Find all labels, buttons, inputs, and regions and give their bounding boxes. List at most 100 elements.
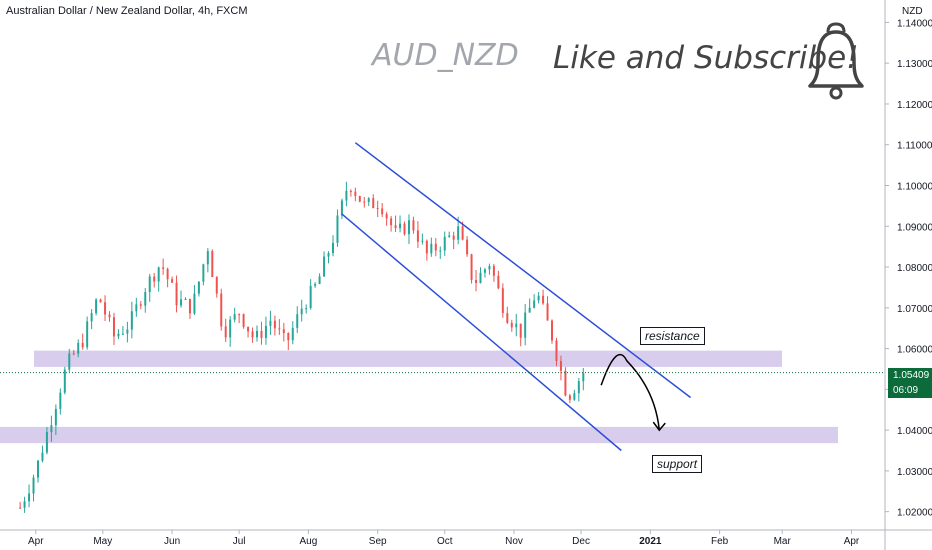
last-price-tag: 1.05409 bbox=[888, 368, 932, 383]
x-tick-label: Oct bbox=[437, 536, 453, 547]
y-tick-label: 1.10000 bbox=[897, 182, 932, 193]
candle-body bbox=[144, 292, 147, 306]
candle-body bbox=[28, 493, 31, 502]
promo-text: Like and Subscribe! bbox=[553, 40, 859, 76]
candle-body bbox=[582, 373, 585, 382]
y-tick-label: 1.08000 bbox=[897, 263, 932, 274]
candle-body bbox=[399, 223, 402, 229]
candle-body bbox=[99, 299, 102, 303]
candle-body bbox=[381, 208, 384, 215]
candle-body bbox=[412, 220, 415, 231]
candle-body bbox=[376, 208, 379, 210]
channel-line-upper bbox=[354, 142, 692, 399]
candle-body bbox=[180, 299, 183, 306]
candle-body bbox=[184, 298, 187, 300]
candle-body bbox=[81, 342, 84, 348]
candle-body bbox=[264, 325, 267, 338]
candle-body bbox=[492, 266, 495, 276]
symbol-header[interactable]: Australian Dollar / New Zealand Dollar, … bbox=[6, 5, 248, 17]
x-tick-label: Dec bbox=[572, 536, 590, 547]
candle-body bbox=[251, 331, 254, 338]
candle-body bbox=[296, 314, 299, 328]
candle-body bbox=[63, 369, 66, 393]
candle-body bbox=[220, 293, 223, 327]
candle-body bbox=[358, 195, 361, 202]
candle-body bbox=[126, 329, 129, 334]
candle-body bbox=[430, 243, 433, 254]
candle-body bbox=[519, 323, 522, 338]
y-tick-label: 1.04000 bbox=[897, 426, 932, 437]
resistance-label: resistance bbox=[640, 327, 705, 345]
candle-body bbox=[510, 322, 513, 328]
y-tick-label: 1.07000 bbox=[897, 304, 932, 315]
candle-body bbox=[542, 295, 545, 304]
candle-body bbox=[229, 319, 232, 338]
candle-body bbox=[318, 276, 321, 284]
candle-body bbox=[202, 264, 205, 282]
candle-body bbox=[224, 326, 227, 338]
candle-body bbox=[372, 198, 375, 209]
candle-body bbox=[390, 218, 393, 226]
support-label: support bbox=[652, 455, 703, 473]
candle-body bbox=[23, 501, 26, 508]
candle-body bbox=[533, 300, 536, 308]
candle-body bbox=[59, 392, 62, 409]
candle-body bbox=[506, 313, 509, 323]
candle-body bbox=[425, 240, 428, 254]
candle-body bbox=[367, 198, 370, 202]
candle-body bbox=[363, 201, 366, 203]
candle-body bbox=[479, 272, 482, 283]
candle-body bbox=[452, 235, 455, 240]
candle-body bbox=[121, 333, 124, 335]
y-tick-label: 1.09000 bbox=[897, 222, 932, 233]
currency-label[interactable]: NZD bbox=[902, 6, 923, 17]
candle-body bbox=[90, 313, 93, 322]
candle-body bbox=[403, 223, 406, 235]
candle-body bbox=[448, 235, 451, 237]
bell-icon bbox=[808, 22, 864, 100]
candle-body bbox=[41, 452, 44, 461]
candle-body bbox=[524, 312, 527, 338]
x-tick-label: May bbox=[93, 536, 112, 547]
candle-body bbox=[300, 308, 303, 315]
y-tick-label: 1.14000 bbox=[897, 18, 932, 29]
candle-body bbox=[108, 314, 111, 318]
candle-body bbox=[260, 330, 263, 338]
candle-body bbox=[197, 281, 200, 294]
candle-body bbox=[349, 190, 352, 192]
candle-body bbox=[104, 302, 107, 315]
candle-body bbox=[72, 353, 75, 355]
candle-body bbox=[162, 267, 165, 269]
candle-body bbox=[470, 254, 473, 280]
candle-body bbox=[466, 239, 469, 255]
x-tick-label: Sep bbox=[369, 536, 387, 547]
candle-body bbox=[564, 370, 567, 396]
y-tick-label: 1.11000 bbox=[897, 141, 932, 152]
candle-body bbox=[269, 320, 272, 326]
candle-body bbox=[45, 432, 48, 453]
candle-body bbox=[68, 353, 71, 370]
x-tick-label: Feb bbox=[711, 536, 729, 547]
candle-body bbox=[568, 395, 571, 400]
candle-body bbox=[206, 251, 209, 265]
candle-body bbox=[434, 243, 437, 251]
candle-body bbox=[193, 293, 196, 314]
projection-arrow bbox=[600, 354, 661, 431]
candle-body bbox=[573, 393, 576, 400]
candle-body bbox=[188, 298, 191, 314]
candle-body bbox=[139, 304, 142, 306]
candle-body bbox=[273, 320, 276, 329]
candle-body bbox=[130, 311, 133, 330]
candle-body bbox=[354, 191, 357, 196]
candle-body bbox=[247, 326, 250, 332]
candle-body bbox=[135, 304, 138, 312]
candle-body bbox=[457, 226, 460, 240]
candle-body bbox=[54, 408, 57, 426]
candle-body bbox=[385, 214, 388, 219]
candle-body bbox=[327, 253, 330, 257]
candle-body bbox=[291, 327, 294, 341]
x-tick-label: Nov bbox=[505, 536, 523, 547]
candle-body bbox=[546, 303, 549, 321]
candle-body bbox=[309, 285, 312, 309]
